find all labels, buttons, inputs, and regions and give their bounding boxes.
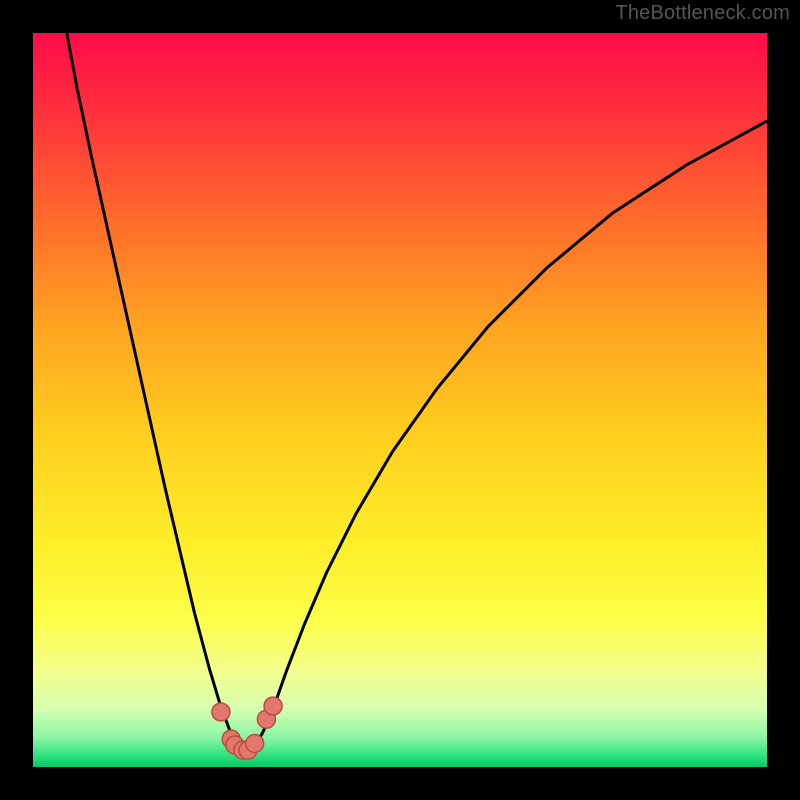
marker-dot xyxy=(212,703,230,721)
chart-svg xyxy=(0,0,800,800)
bottleneck-curve xyxy=(67,33,767,751)
marker-dot xyxy=(264,697,282,715)
curve-markers xyxy=(212,697,282,759)
marker-dot xyxy=(246,735,264,753)
attribution-watermark: TheBottleneck.com xyxy=(615,2,790,25)
